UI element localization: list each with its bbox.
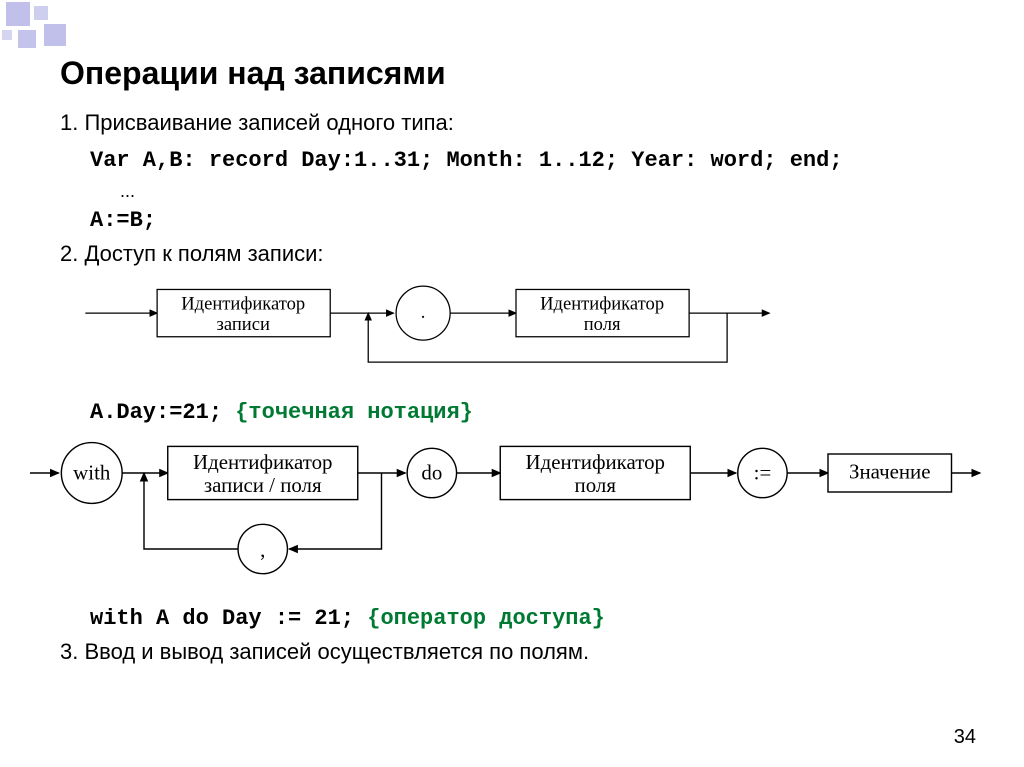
syntax-diagram-1: Идентификатор записи . Идентификатор пол… bbox=[60, 279, 964, 386]
point-1: 1. Присваивание записей одного типа: bbox=[60, 110, 964, 136]
d2-node1-l1: Идентификатор bbox=[193, 450, 333, 474]
code-dot-notation: A.Day:=21; {точечная нотация} bbox=[90, 400, 964, 425]
d1-node2-l1: Идентификатор bbox=[540, 294, 664, 315]
d1-node1-l2: записи bbox=[217, 314, 270, 335]
syntax-diagram-2: with Идентификатор записи / поля do Иден… bbox=[25, 435, 929, 592]
ellipsis: ... bbox=[120, 181, 964, 202]
d2-assign: := bbox=[754, 461, 772, 485]
page-number: 34 bbox=[954, 726, 976, 749]
d2-node2-l1: Идентификатор bbox=[525, 450, 665, 474]
d1-dot: . bbox=[421, 302, 426, 323]
d2-comma: , bbox=[260, 538, 265, 562]
code-with: with A do Day := 21; {оператор доступа} bbox=[90, 606, 964, 631]
slide-title: Операции над записями bbox=[60, 55, 964, 92]
d2-node2-l2: поля bbox=[575, 473, 617, 497]
point-2: 2. Доступ к полям записи: bbox=[60, 241, 964, 267]
slide-content: Операции над записями 1. Присваивание за… bbox=[0, 0, 1024, 665]
slide-decoration bbox=[0, 0, 200, 50]
d2-with: with bbox=[73, 461, 111, 485]
code-dot-a: A.Day:=21; bbox=[90, 400, 235, 425]
d2-do: do bbox=[421, 461, 442, 485]
d1-node2-l2: поля bbox=[584, 314, 621, 335]
d2-node1-l2: записи / поля bbox=[204, 473, 322, 497]
code-with-comment: {оператор доступа} bbox=[367, 606, 605, 631]
code-with-a: with A do Day := 21; bbox=[90, 606, 367, 631]
d1-node1-l1: Идентификатор bbox=[181, 294, 305, 315]
code-var-decl: Var A,B: record Day:1..31; Month: 1..12;… bbox=[90, 148, 964, 173]
point-3: 3. Ввод и вывод записей осуществляется п… bbox=[60, 639, 964, 665]
d2-value: Значение bbox=[849, 460, 931, 484]
code-assign: A:=B; bbox=[90, 208, 964, 233]
code-dot-comment: {точечная нотация} bbox=[235, 400, 473, 425]
